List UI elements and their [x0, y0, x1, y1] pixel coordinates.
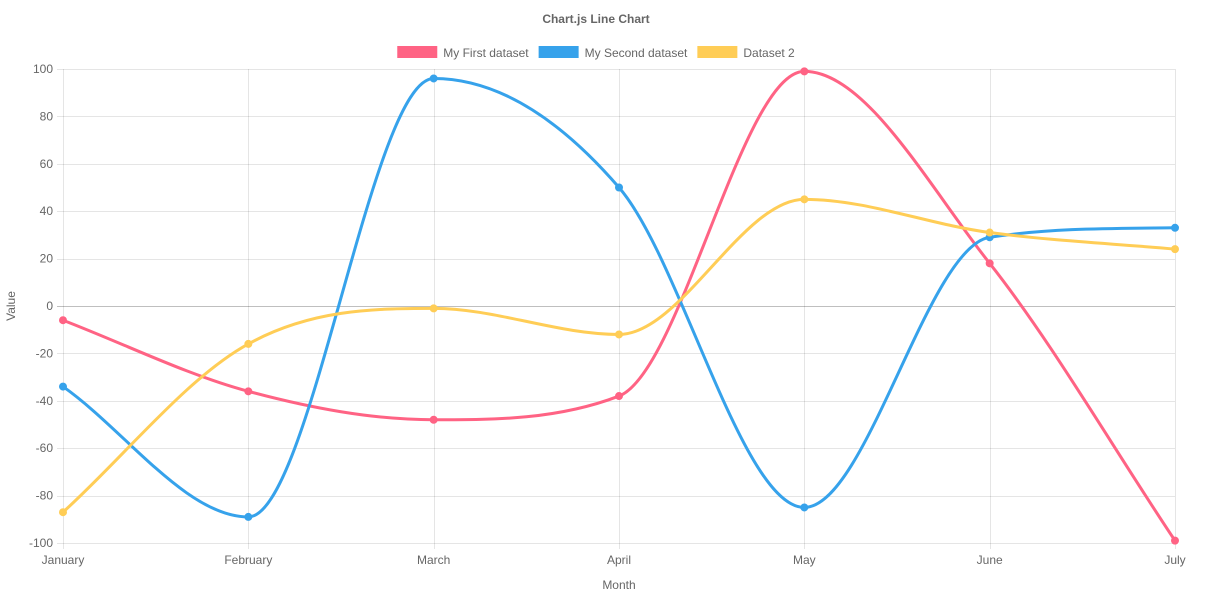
- data-point[interactable]: [615, 392, 623, 401]
- y-tick-label: -40: [36, 394, 54, 408]
- y-tick-label: 40: [40, 204, 54, 218]
- y-tick-label: -60: [36, 441, 54, 455]
- data-point[interactable]: [244, 339, 253, 348]
- data-point[interactable]: [800, 67, 809, 76]
- y-tick-label: -20: [36, 346, 54, 360]
- data-point[interactable]: [429, 74, 438, 83]
- x-axis-ticks: January February March April May June July: [42, 553, 1186, 567]
- y-tick-label: 20: [40, 252, 54, 266]
- data-point[interactable]: [1171, 223, 1179, 232]
- legend-item-2[interactable]: My Second dataset: [538, 46, 688, 60]
- data-point[interactable]: [800, 503, 809, 512]
- data-point[interactable]: [1171, 536, 1179, 545]
- y-tick-label: 100: [33, 62, 53, 76]
- x-tick-label: April: [607, 553, 631, 567]
- legend-swatch: [697, 46, 738, 58]
- legend-item-1[interactable]: My First dataset: [397, 46, 529, 60]
- x-tick-label: February: [224, 553, 272, 567]
- data-point[interactable]: [800, 195, 809, 204]
- legend-swatch: [397, 46, 438, 58]
- x-tick-label: July: [1164, 553, 1185, 567]
- horizontal-gridlines: [57, 69, 1175, 544]
- data-point[interactable]: [59, 316, 67, 325]
- data-point[interactable]: [615, 330, 623, 339]
- legend-label: My Second dataset: [585, 46, 688, 60]
- data-point[interactable]: [985, 228, 994, 237]
- y-tick-label: 0: [46, 299, 53, 313]
- data-point[interactable]: [244, 512, 253, 521]
- data-point[interactable]: [1171, 245, 1179, 254]
- series-points: [59, 67, 1179, 545]
- legend-swatch: [538, 46, 579, 58]
- y-tick-label: -80: [36, 489, 54, 503]
- data-point[interactable]: [59, 508, 67, 517]
- legend-label: Dataset 2: [743, 46, 795, 60]
- data-point[interactable]: [985, 259, 994, 268]
- x-tick-label: May: [793, 553, 816, 567]
- y-tick-label: 60: [40, 157, 54, 171]
- data-point[interactable]: [615, 183, 623, 192]
- x-axis-title: Month: [602, 578, 635, 592]
- data-point[interactable]: [429, 304, 438, 313]
- data-point[interactable]: [244, 387, 253, 396]
- x-tick-label: June: [977, 553, 1003, 567]
- legend-label: My First dataset: [443, 46, 529, 60]
- y-axis-title: Value: [4, 291, 18, 321]
- y-tick-label: -100: [29, 536, 53, 550]
- x-tick-label: March: [417, 553, 450, 567]
- data-point[interactable]: [429, 415, 438, 424]
- x-tick-label: January: [42, 553, 85, 567]
- series-line-1: [61, 69, 1177, 543]
- chart-title: Chart.js Line Chart: [542, 12, 649, 26]
- y-axis-ticks: 100 80 60 40 20 0 -20 -40 -60 -80 -100: [29, 62, 53, 550]
- y-tick-label: 80: [40, 109, 54, 123]
- data-point[interactable]: [59, 382, 67, 391]
- legend: My First dataset My Second dataset Dataset…: [397, 46, 795, 60]
- legend-item-3[interactable]: Dataset 2: [697, 46, 795, 60]
